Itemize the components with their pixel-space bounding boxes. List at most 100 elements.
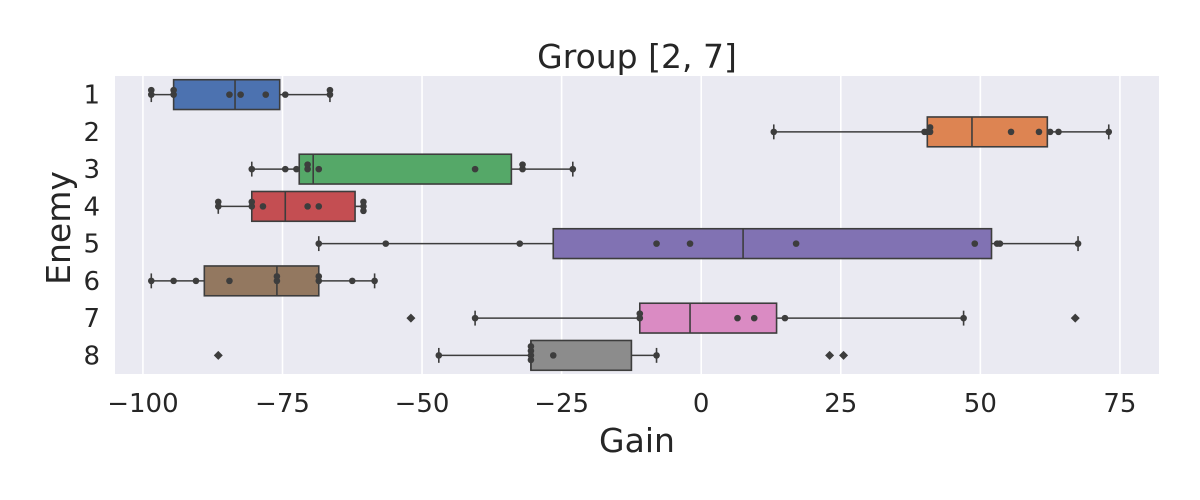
data-point (781, 314, 789, 322)
data-point (170, 86, 177, 94)
data-point (435, 352, 443, 359)
data-point (549, 352, 557, 359)
data-point (686, 240, 694, 247)
y-tick-label: 1 (83, 81, 100, 111)
data-point (971, 240, 979, 247)
y-axis-title: Enemy (39, 171, 78, 285)
data-point (360, 207, 367, 215)
box-enemy-4 (214, 190, 367, 223)
data-point (636, 310, 644, 317)
data-point (315, 165, 323, 173)
data-point (326, 86, 334, 94)
data-point (304, 161, 311, 168)
data-point (248, 198, 256, 206)
data-point (750, 314, 758, 322)
box-enemy-1 (147, 78, 334, 111)
data-point (371, 277, 378, 285)
chart-title: Group [2, 7] (537, 37, 737, 76)
y-tick-label: 7 (83, 304, 100, 334)
box-enemy-6 (147, 265, 378, 297)
data-point (471, 165, 479, 173)
data-point (293, 165, 300, 173)
iqr-box (298, 153, 513, 185)
data-point (1035, 128, 1043, 136)
data-point (192, 277, 200, 285)
data-point (519, 161, 526, 168)
x-tick-label: 25 (824, 389, 857, 419)
outlier-marker (1070, 313, 1080, 323)
data-point (170, 277, 177, 285)
data-point (304, 203, 311, 210)
x-axis-title: Gain (599, 421, 675, 460)
data-point (259, 203, 267, 210)
data-point (471, 314, 479, 322)
box-enemy-3 (248, 153, 577, 185)
data-point (248, 165, 256, 173)
data-point (1055, 128, 1062, 136)
y-tick-label: 3 (83, 155, 100, 185)
x-tick-label: 75 (1103, 389, 1136, 419)
y-tick-label: 4 (83, 192, 100, 222)
data-point (770, 128, 778, 136)
iqr-box (926, 116, 1049, 148)
x-tick-label: −50 (395, 389, 450, 419)
y-tick-label: 5 (83, 230, 100, 260)
data-point (653, 240, 660, 247)
data-point (653, 352, 660, 359)
iqr-box (530, 339, 633, 372)
x-tick-label: 50 (964, 389, 997, 419)
x-tick-label: −25 (534, 389, 589, 419)
y-tick-labels: 1 2 3 4 5 6 7 8 (83, 81, 100, 372)
data-point (281, 91, 289, 98)
x-tick-labels: −100 −75 −50 −25 0 25 50 75 (107, 389, 1136, 419)
box-enemy-8 (213, 339, 849, 372)
x-tick-label: −100 (107, 389, 178, 419)
data-point (237, 91, 244, 98)
data-point (273, 273, 281, 280)
data-point (569, 165, 577, 173)
data-point (1074, 240, 1082, 247)
y-tick-label: 2 (83, 118, 100, 148)
outlier-marker (839, 350, 849, 360)
data-point (262, 91, 270, 98)
iqr-box (203, 265, 320, 297)
data-point (960, 314, 967, 322)
x-tick-label: 0 (693, 389, 710, 419)
boxes-layer (147, 78, 1113, 372)
data-point (1046, 128, 1054, 136)
data-point (226, 91, 233, 98)
box-enemy-7 (406, 302, 1080, 334)
data-point (226, 277, 233, 285)
box-enemy-5 (315, 227, 1082, 260)
y-tick-label: 8 (83, 341, 100, 371)
outlier-marker (213, 350, 223, 360)
outlier-marker (825, 350, 835, 360)
data-point (792, 240, 800, 247)
data-point (360, 198, 367, 206)
iqr-box (552, 227, 993, 260)
data-point (147, 277, 155, 285)
data-point (315, 240, 323, 247)
y-tick-label: 6 (83, 267, 100, 297)
data-point (147, 86, 155, 94)
data-point (315, 273, 323, 280)
data-point (926, 124, 934, 131)
data-point (382, 240, 390, 247)
box-enemy-2 (770, 116, 1113, 148)
data-point (527, 356, 535, 364)
data-point (315, 203, 323, 210)
data-point (1105, 128, 1113, 136)
outlier-marker (406, 313, 416, 323)
x-tick-label: −75 (255, 389, 310, 419)
data-point (527, 343, 535, 350)
iqr-box (250, 190, 356, 223)
data-point (516, 240, 524, 247)
data-point (214, 198, 222, 206)
data-point (1007, 128, 1015, 136)
data-point (281, 165, 289, 173)
data-point (996, 240, 1004, 247)
gridlines (142, 76, 1121, 374)
data-point (734, 314, 741, 322)
data-point (348, 277, 356, 285)
